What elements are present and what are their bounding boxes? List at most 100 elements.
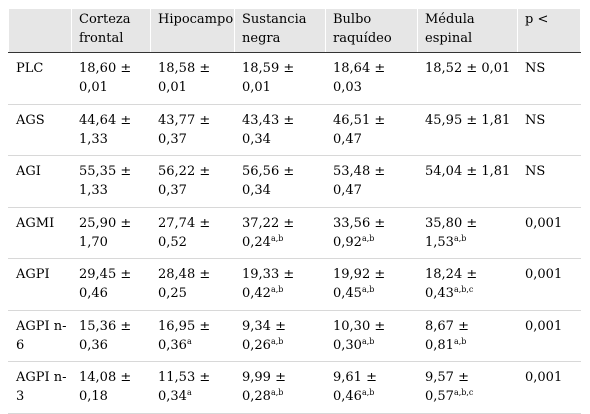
value-cell: 25,90 ± 1,70 <box>71 206 151 259</box>
header-cell: Corteza frontal <box>71 8 151 53</box>
row-label: AGS <box>8 103 72 156</box>
value-text: 37,22 ± 0,24 <box>242 215 295 250</box>
value-cell: 56,22 ± 0,37 <box>150 155 235 208</box>
value-text: 8,67 ± 0,81 <box>425 318 469 353</box>
header-cell: Bulbo raquídeo <box>325 8 418 53</box>
significance-superscript: a,b <box>270 388 284 397</box>
value-text: 56,56 ± 0,34 <box>242 164 295 198</box>
significance-superscript: a,b <box>453 336 467 346</box>
value-text: 19,33 ± 0,42 <box>242 267 295 301</box>
value-cell: 18,58 ± 0,01 <box>150 52 235 105</box>
value-cell: 45,95 ± 1,81 <box>417 103 518 156</box>
value-cell: 18,52 ± 0,01 <box>417 52 518 105</box>
value-cell: 18,24 ± 0,43a,b,c <box>417 258 518 311</box>
p-value-cell: 0,001 <box>517 258 581 311</box>
table-row: AGMI 25,90 ± 1,70 27,74 ± 0,52 37,22 ± 0,24… <box>8 206 581 259</box>
value-cell: 9,34 ± 0,26a,b <box>234 309 326 362</box>
value-text: 56,22 ± 0,37 <box>158 164 211 198</box>
header-row: Corteza frontal Hipocampo Sustancia negra B… <box>8 8 581 53</box>
value-text: 18,52 ± 0,01 <box>425 61 511 76</box>
value-text: 9,99 ± 0,28 <box>242 370 286 404</box>
value-cell: 15,36 ± 0,36 <box>71 309 151 362</box>
p-value-cell: NS <box>517 103 581 156</box>
table-row: AGS 44,64 ± 1,33 43,77 ± 0,37 43,43 ± 0,34 4… <box>8 103 581 156</box>
significance-superscript: a,b <box>361 233 375 243</box>
value-cell: 29,45 ± 0,46 <box>71 258 151 311</box>
p-value-cell: 0,001 <box>517 361 581 414</box>
value-text: 9,57 ± 0,57 <box>425 370 469 404</box>
row-label: AGMI <box>8 206 72 259</box>
value-cell: 54,04 ± 1,81 <box>417 155 518 208</box>
value-text: 15,36 ± 0,36 <box>79 318 132 353</box>
value-text: 43,77 ± 0,37 <box>158 112 211 147</box>
value-text: 9,61 ± 0,46 <box>333 370 377 404</box>
value-cell: 43,43 ± 0,34 <box>234 103 326 156</box>
table-header: Corteza frontal Hipocampo Sustancia negra B… <box>8 8 581 53</box>
row-label: PLC <box>8 52 72 105</box>
header-cell: Médula espinal <box>417 8 518 53</box>
value-text: 46,51 ± 0,47 <box>333 112 386 147</box>
table-row: AGPI n-3 14,08 ± 0,18 11,53 ± 0,34a 9,99 ± … <box>8 361 581 414</box>
header-cell: p < <box>517 8 581 53</box>
value-text: 27,74 ± 0,52 <box>158 215 211 250</box>
value-text: 18,59 ± 0,01 <box>242 61 295 95</box>
significance-superscript: a,b <box>270 336 284 346</box>
row-label: AGPI <box>8 258 72 311</box>
value-cell: 19,92 ± 0,45a,b <box>325 258 418 311</box>
p-value-cell: NS <box>517 52 581 105</box>
value-text: 18,24 ± 0,43 <box>425 267 478 301</box>
row-label: AGI <box>8 155 72 208</box>
value-text: 55,35 ± 1,33 <box>79 164 132 198</box>
significance-superscript: a,b <box>361 336 375 346</box>
value-text: 9,34 ± 0,26 <box>242 318 286 353</box>
table-body: PLC 18,60 ± 0,01 18,58 ± 0,01 18,59 ± 0,01 1… <box>8 52 581 414</box>
value-cell: 18,60 ± 0,01 <box>71 52 151 105</box>
header-cell: Hipocampo <box>150 8 235 53</box>
value-cell: 8,67 ± 0,81a,b <box>417 309 518 362</box>
value-text: 35,80 ± 1,53 <box>425 215 478 250</box>
value-cell: 11,53 ± 0,34a <box>150 361 235 414</box>
value-text: 18,60 ± 0,01 <box>79 61 132 95</box>
value-cell: 27,74 ± 0,52 <box>150 206 235 259</box>
significance-superscript: a,b <box>270 285 284 294</box>
value-cell: 46,51 ± 0,47 <box>325 103 418 156</box>
value-cell: 56,56 ± 0,34 <box>234 155 326 208</box>
value-text: 18,64 ± 0,03 <box>333 61 386 95</box>
value-cell: 33,56 ± 0,92a,b <box>325 206 418 259</box>
value-text: 29,45 ± 0,46 <box>79 267 132 301</box>
value-text: 16,95 ± 0,36 <box>158 318 211 353</box>
significance-superscript: a <box>186 388 192 397</box>
value-text: 45,95 ± 1,81 <box>425 112 511 128</box>
value-cell: 37,22 ± 0,24a,b <box>234 206 326 259</box>
value-cell: 14,08 ± 0,18 <box>71 361 151 414</box>
value-text: 53,48 ± 0,47 <box>333 164 386 198</box>
table-row: AGI 55,35 ± 1,33 56,22 ± 0,37 56,56 ± 0,34 5… <box>8 155 581 208</box>
table-row: AGPI 29,45 ± 0,46 28,48 ± 0,25 19,33 ± 0,42… <box>8 258 581 311</box>
value-text: 25,90 ± 1,70 <box>79 215 132 250</box>
table-row: AGPI n-6 15,36 ± 0,36 16,95 ± 0,36a 9,34 ± … <box>8 309 581 362</box>
value-text: 44,64 ± 1,33 <box>79 112 132 147</box>
value-cell: 19,33 ± 0,42a,b <box>234 258 326 311</box>
significance-superscript: a,b <box>453 233 467 243</box>
significance-superscript: a,b,c <box>453 285 474 294</box>
row-label: AGPI n-3 <box>8 361 72 414</box>
significance-superscript: a,b <box>361 388 375 397</box>
significance-superscript: a,b <box>361 285 375 294</box>
significance-superscript: a,b <box>270 233 284 243</box>
header-cell-empty <box>8 8 72 53</box>
value-cell: 53,48 ± 0,47 <box>325 155 418 208</box>
value-cell: 35,80 ± 1,53a,b <box>417 206 518 259</box>
value-cell: 18,59 ± 0,01 <box>234 52 326 105</box>
value-cell: 16,95 ± 0,36a <box>150 309 235 362</box>
value-cell: 55,35 ± 1,33 <box>71 155 151 208</box>
value-text: 11,53 ± 0,34 <box>158 370 211 404</box>
value-cell: 28,48 ± 0,25 <box>150 258 235 311</box>
value-text: 18,58 ± 0,01 <box>158 61 211 95</box>
value-cell: 9,61 ± 0,46a,b <box>325 361 418 414</box>
table-row: PLC 18,60 ± 0,01 18,58 ± 0,01 18,59 ± 0,01 1… <box>8 52 581 105</box>
value-cell: 9,99 ± 0,28a,b <box>234 361 326 414</box>
value-text: 10,30 ± 0,30 <box>333 318 386 353</box>
value-cell: 18,64 ± 0,03 <box>325 52 418 105</box>
significance-superscript: a <box>186 336 192 346</box>
p-value-cell: NS <box>517 155 581 208</box>
